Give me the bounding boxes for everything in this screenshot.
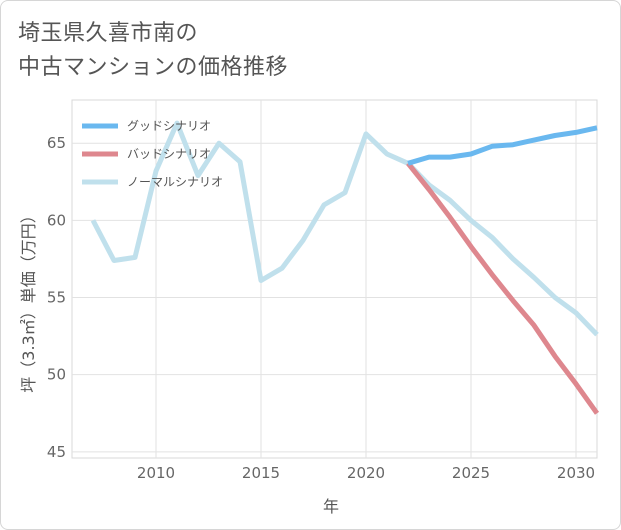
x-tick-label: 2020 [347, 464, 385, 482]
axes: 2010 2015 2020 2025 2030 45 50 55 60 65 [47, 134, 595, 482]
chart-title-line2: 中古マンションの価格推移 [18, 55, 289, 80]
series-group [90, 120, 600, 415]
x-axis-label: 年 [323, 497, 339, 516]
series-line-1 [406, 161, 600, 415]
x-tick-label: 2010 [137, 464, 175, 482]
legend-label-1: バッドシナリオ [127, 147, 211, 161]
x-tick-label: 2030 [557, 464, 595, 482]
plot-frame [71, 99, 598, 459]
series-line-0 [407, 125, 598, 166]
y-tick-label: 50 [47, 366, 66, 384]
legend-label-0: グッドシナリオ [127, 119, 211, 133]
y-tick-label: 65 [47, 134, 66, 152]
x-tick-label: 2025 [452, 464, 490, 482]
y-tick-label: 55 [47, 289, 66, 307]
x-tick-label: 2015 [242, 464, 280, 482]
legend-label-2: ノーマルシナリオ [127, 175, 223, 189]
chart-title-line1: 埼玉県久喜市南の [18, 21, 199, 46]
y-axis-label: 坪（3.3㎡）単価（万円） [19, 207, 38, 392]
chart-title: 埼玉県久喜市南の 中古マンションの価格推移 [18, 17, 288, 85]
series-line-2 [90, 120, 599, 337]
grid [71, 99, 598, 459]
y-tick-label: 60 [47, 211, 66, 229]
y-tick-label: 45 [47, 443, 66, 461]
